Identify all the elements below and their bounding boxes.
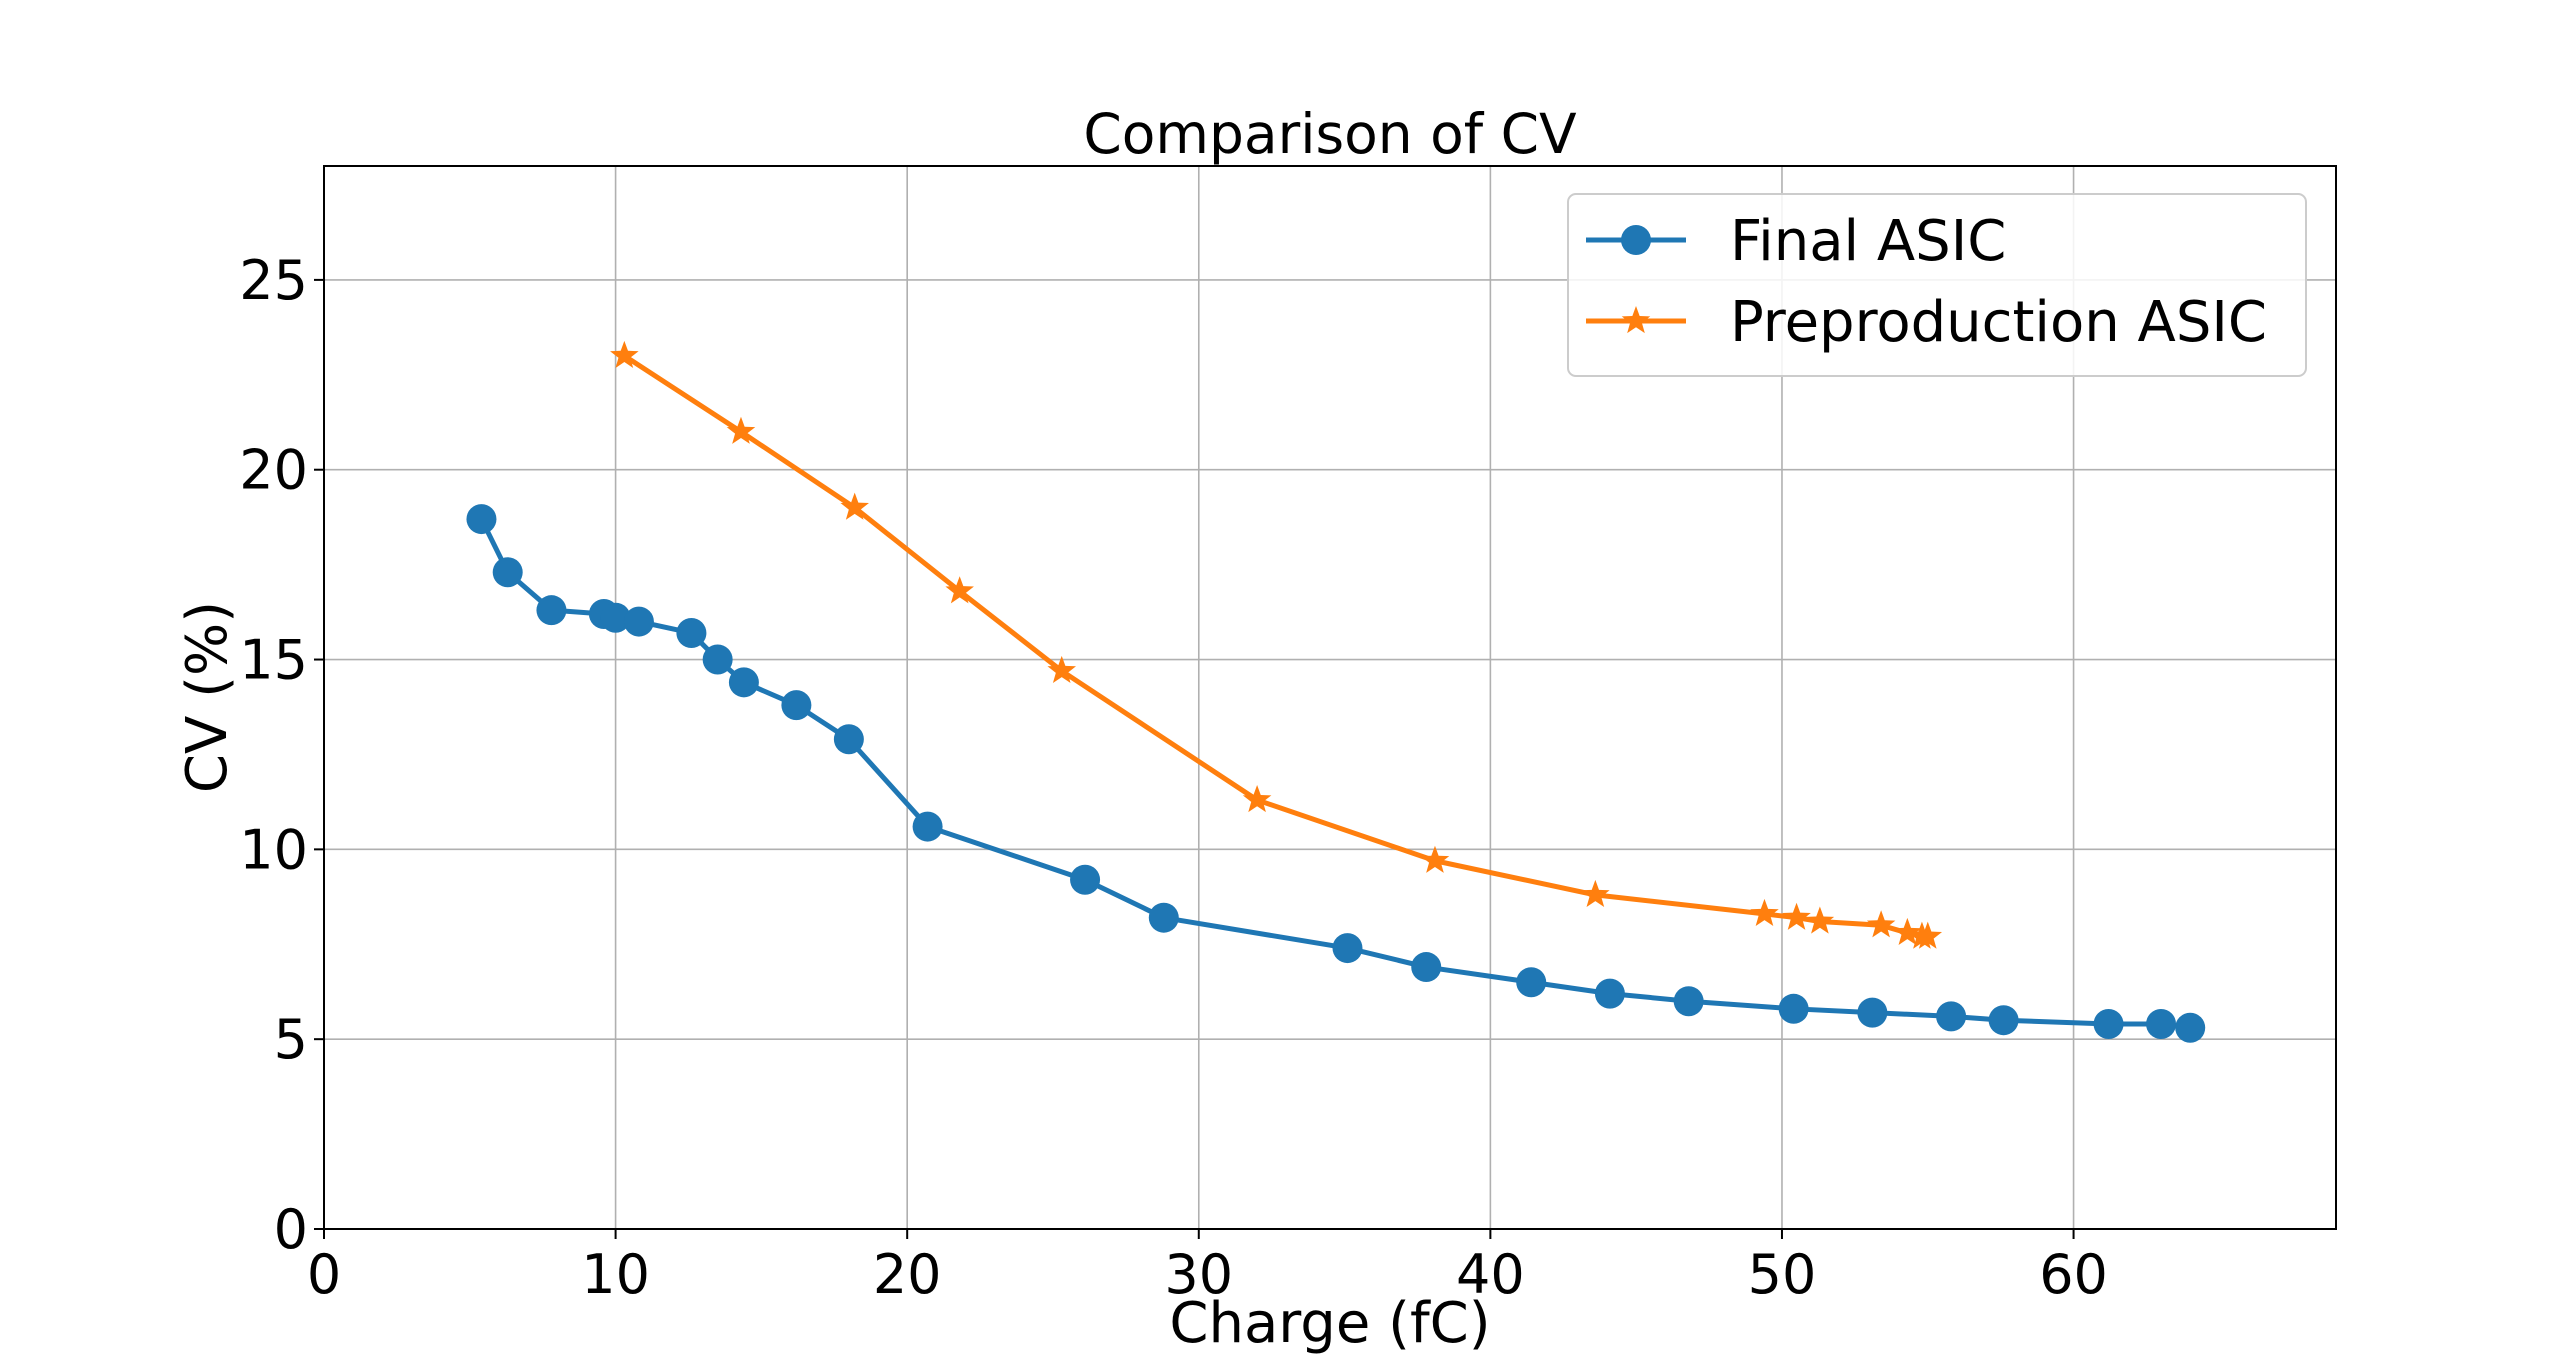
data-point xyxy=(1594,978,1625,1009)
data-point xyxy=(1242,785,1272,813)
data-point xyxy=(676,617,707,648)
data-point xyxy=(492,557,523,588)
data-point xyxy=(1673,986,1704,1017)
data-point xyxy=(1857,997,1888,1028)
data-point xyxy=(1581,879,1610,908)
data-point xyxy=(1420,845,1450,873)
data-point xyxy=(1411,952,1442,983)
legend-item: Final ASIC xyxy=(1586,209,2006,274)
axis-ticks: 0 10 20 30 40 50 60 0 5 10 15 20 25 xyxy=(239,249,2108,1306)
data-point xyxy=(1148,902,1179,933)
y-tick-label: 0 xyxy=(274,1198,308,1261)
y-axis-label: CV (%) xyxy=(175,601,240,793)
data-point xyxy=(833,724,864,755)
y-tick-label: 5 xyxy=(274,1008,308,1071)
x-tick-label: 40 xyxy=(1456,1243,1525,1306)
x-tick-label: 0 xyxy=(307,1243,341,1306)
x-axis-label: Charge (fC) xyxy=(1169,1291,1490,1356)
series-final-asic xyxy=(466,504,2206,1043)
legend-marker xyxy=(1621,306,1651,334)
y-tick-label: 20 xyxy=(239,439,308,502)
series-layer xyxy=(466,340,2206,1043)
data-point xyxy=(728,667,759,698)
data-point xyxy=(702,644,733,675)
data-point xyxy=(610,340,639,368)
data-point xyxy=(1778,993,1809,1024)
legend-marker xyxy=(1621,225,1651,255)
x-tick-label: 10 xyxy=(581,1243,650,1306)
x-tick-label: 30 xyxy=(1164,1243,1233,1306)
series-preproduction-asic xyxy=(610,340,1943,949)
data-point xyxy=(1988,1005,2019,1036)
data-point xyxy=(2146,1008,2177,1039)
data-point xyxy=(945,576,974,604)
legend-label: Final ASIC xyxy=(1730,209,2006,274)
y-tick-label: 25 xyxy=(239,249,308,312)
data-point xyxy=(623,606,654,637)
data-point xyxy=(466,504,497,535)
x-tick-label: 60 xyxy=(2039,1243,2108,1306)
y-tick-label: 10 xyxy=(239,818,308,881)
data-point xyxy=(1332,933,1363,964)
data-point xyxy=(536,595,567,626)
data-point xyxy=(1936,1001,1967,1032)
data-point xyxy=(1913,921,1943,949)
data-point xyxy=(600,602,631,633)
data-point xyxy=(2175,1012,2206,1043)
data-point xyxy=(1866,910,1896,938)
data-point xyxy=(781,690,812,721)
data-point xyxy=(1750,898,1779,927)
data-point xyxy=(1805,906,1835,934)
x-tick-label: 50 xyxy=(1748,1243,1817,1306)
y-tick-label: 15 xyxy=(239,629,308,692)
data-point xyxy=(2093,1008,2124,1039)
legend: Final ASIC Preproduction ASIC xyxy=(1567,193,2307,377)
data-point xyxy=(1070,864,1101,895)
data-point xyxy=(726,416,756,444)
data-point xyxy=(912,811,943,842)
data-point xyxy=(1782,902,1811,930)
legend-item: Preproduction ASIC xyxy=(1586,290,2267,355)
legend-box xyxy=(1567,193,2307,377)
plot-area-frame xyxy=(323,165,2337,1230)
data-point xyxy=(840,492,869,520)
x-tick-label: 20 xyxy=(873,1243,942,1306)
data-point xyxy=(1047,655,1076,684)
data-point xyxy=(1893,917,1922,946)
chart-title: Comparison of CV xyxy=(1083,102,1577,166)
data-point xyxy=(1516,967,1547,998)
legend-label: Preproduction ASIC xyxy=(1730,290,2267,355)
